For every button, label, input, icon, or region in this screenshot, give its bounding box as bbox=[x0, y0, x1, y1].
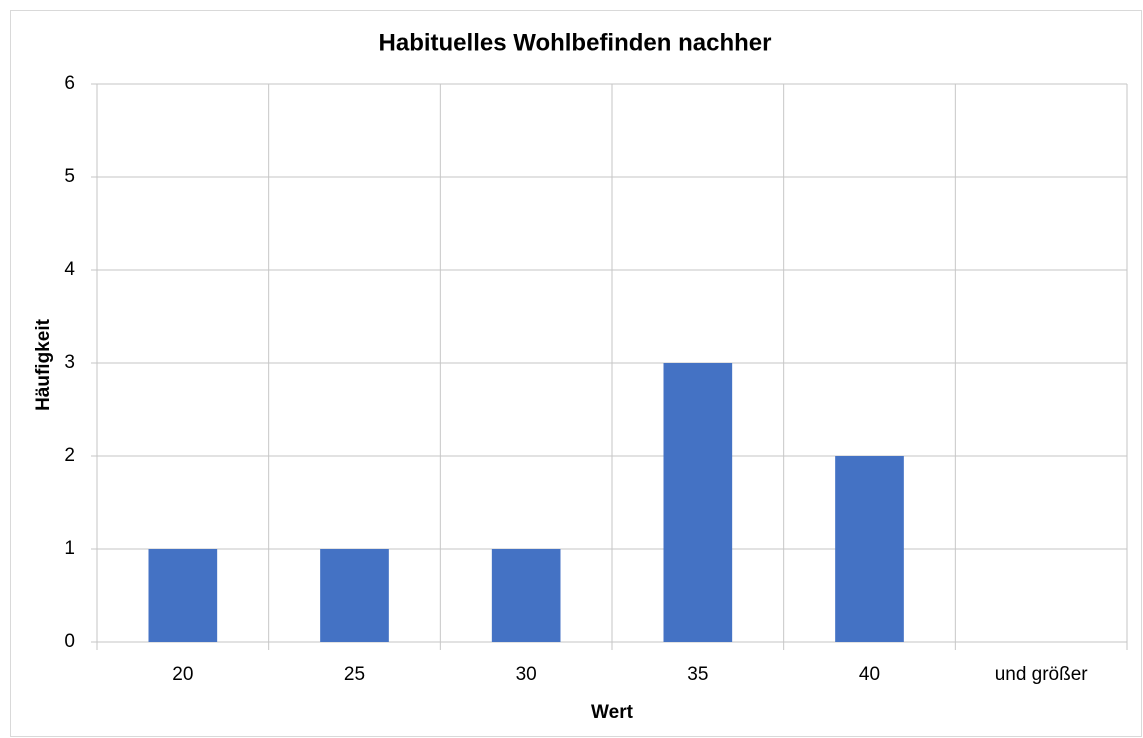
y-tick-label: 0 bbox=[64, 631, 75, 652]
x-tick-label: 40 bbox=[859, 664, 880, 685]
x-tick-label: 30 bbox=[516, 664, 537, 685]
y-tick-label: 1 bbox=[64, 538, 75, 559]
x-tick-label: 25 bbox=[344, 664, 365, 685]
bar bbox=[148, 549, 218, 642]
bar bbox=[491, 549, 561, 642]
y-tick-label: 3 bbox=[64, 352, 75, 373]
chart-title: Habituelles Wohlbefinden nachher bbox=[379, 29, 772, 56]
y-tick-label: 2 bbox=[64, 445, 75, 466]
x-tick-label: und größer bbox=[995, 664, 1089, 685]
bar bbox=[663, 363, 733, 642]
y-tick-label: 6 bbox=[64, 73, 75, 94]
bar bbox=[320, 549, 389, 642]
x-axis-label: Wert bbox=[591, 702, 634, 723]
y-tick-label: 4 bbox=[64, 259, 75, 280]
bar bbox=[835, 456, 904, 642]
y-tick-label: 5 bbox=[64, 166, 75, 187]
y-axis-label: Häufigkeit bbox=[33, 318, 54, 411]
x-tick-label: 20 bbox=[172, 664, 193, 685]
x-tick-label: 35 bbox=[687, 664, 708, 685]
